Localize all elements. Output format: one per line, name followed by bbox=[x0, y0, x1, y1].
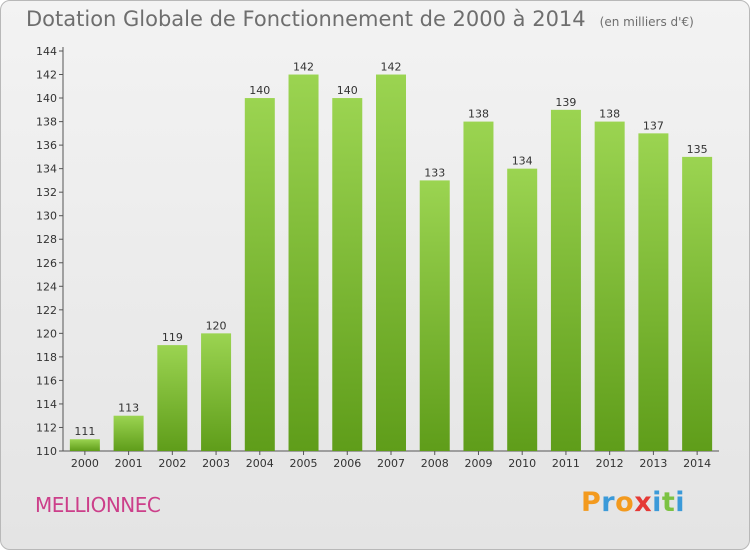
bar-2001 bbox=[113, 415, 144, 451]
bar-2002 bbox=[157, 345, 188, 451]
bar-2013 bbox=[638, 133, 669, 451]
data-label-2006: 140 bbox=[337, 84, 358, 97]
y-tick-label: 136 bbox=[36, 139, 57, 152]
chart-title-text: Dotation Globale de Fonctionnement de 20… bbox=[26, 7, 586, 31]
data-label-2012: 138 bbox=[599, 108, 620, 121]
bar-2000 bbox=[69, 439, 100, 451]
data-label-2008: 133 bbox=[424, 166, 445, 179]
bar-2011 bbox=[550, 109, 581, 451]
x-axis: 2000 2001 2002 2003 2004 2005 2006 2007 2008 2009… bbox=[63, 450, 719, 470]
data-label-2011: 139 bbox=[555, 96, 576, 109]
logo-letter: o bbox=[615, 487, 635, 518]
data-label-2010: 134 bbox=[512, 155, 533, 168]
y-tick-label: 130 bbox=[36, 210, 57, 223]
y-tick-label: 124 bbox=[36, 280, 57, 293]
logo-letter: P bbox=[581, 487, 602, 518]
data-label-2007: 142 bbox=[381, 61, 402, 74]
bar-2006 bbox=[332, 98, 363, 451]
data-label-2014: 135 bbox=[687, 143, 708, 156]
bar-2005 bbox=[288, 74, 319, 451]
chart-title: Dotation Globale de Fonctionnement de 20… bbox=[26, 7, 694, 31]
y-tick-label: 144 bbox=[36, 45, 57, 58]
logo-letter: r bbox=[601, 487, 616, 518]
y-axis: 110 112 114 116 118 120 122 124 126 128 130 132 134 1… bbox=[36, 45, 64, 458]
y-tick-label: 112 bbox=[36, 421, 57, 434]
data-label-2000: 111 bbox=[74, 425, 95, 438]
data-label-2003: 120 bbox=[206, 319, 227, 332]
y-tick-label: 128 bbox=[36, 233, 57, 246]
bar-2007 bbox=[376, 74, 406, 451]
x-tick-label-2014: 2014 bbox=[683, 457, 711, 470]
x-tick-label-2002: 2002 bbox=[158, 457, 186, 470]
x-tick-label-2010: 2010 bbox=[508, 457, 536, 470]
y-tick-label: 116 bbox=[36, 374, 57, 387]
y-tick-label: 110 bbox=[36, 445, 57, 458]
chart-unit: (en milliers d'€) bbox=[599, 15, 694, 29]
y-tick-label: 142 bbox=[36, 69, 57, 82]
y-tick-label: 118 bbox=[36, 351, 57, 364]
logo-letter: x bbox=[634, 487, 653, 518]
logo-letter: i bbox=[675, 487, 686, 518]
data-label-2009: 138 bbox=[468, 108, 489, 121]
data-label-2005: 142 bbox=[293, 61, 314, 74]
x-tick-label-2000: 2000 bbox=[71, 457, 99, 470]
bar-2014 bbox=[682, 156, 713, 451]
y-tick-label: 134 bbox=[36, 163, 57, 176]
x-tick-label-2001: 2001 bbox=[115, 457, 143, 470]
x-tick-label-2012: 2012 bbox=[596, 457, 624, 470]
data-label-2001: 113 bbox=[118, 402, 139, 415]
bar-2008 bbox=[419, 180, 450, 452]
data-label-2002: 119 bbox=[162, 331, 183, 344]
bar-2003 bbox=[201, 333, 232, 451]
x-tick-label-2008: 2008 bbox=[421, 457, 449, 470]
logo-letter: t bbox=[661, 487, 676, 518]
y-tick-label: 122 bbox=[36, 304, 57, 317]
y-tick-label: 120 bbox=[36, 327, 57, 340]
bar-2009 bbox=[463, 121, 494, 452]
y-tick-label: 126 bbox=[36, 257, 57, 270]
data-label-2013: 137 bbox=[643, 119, 664, 132]
x-tick-label-2004: 2004 bbox=[246, 457, 274, 470]
logo-letter: i bbox=[652, 487, 662, 518]
y-tick-label: 138 bbox=[36, 116, 57, 129]
x-tick-label-2007: 2007 bbox=[377, 457, 405, 470]
y-tick-label: 114 bbox=[36, 398, 57, 411]
bar-2012 bbox=[594, 121, 625, 452]
y-tick-label: 140 bbox=[36, 92, 57, 105]
x-tick-label-2013: 2013 bbox=[639, 457, 667, 470]
commune-name: MELLIONNEC bbox=[35, 493, 161, 517]
x-tick-label-2009: 2009 bbox=[464, 457, 492, 470]
bar-2010 bbox=[507, 168, 538, 451]
bars: 111 113 119 120 140 142 140 142 133 138 134 139 138 1… bbox=[69, 61, 713, 452]
x-tick-label-2005: 2005 bbox=[290, 457, 318, 470]
bar-2004 bbox=[244, 98, 275, 451]
x-tick-label-2011: 2011 bbox=[552, 457, 580, 470]
x-tick-label-2006: 2006 bbox=[333, 457, 361, 470]
x-tick-label-2003: 2003 bbox=[202, 457, 230, 470]
y-tick-label: 132 bbox=[36, 186, 57, 199]
proxiti-logo[interactable]: Proxiti bbox=[581, 487, 685, 518]
data-label-2004: 140 bbox=[249, 84, 270, 97]
